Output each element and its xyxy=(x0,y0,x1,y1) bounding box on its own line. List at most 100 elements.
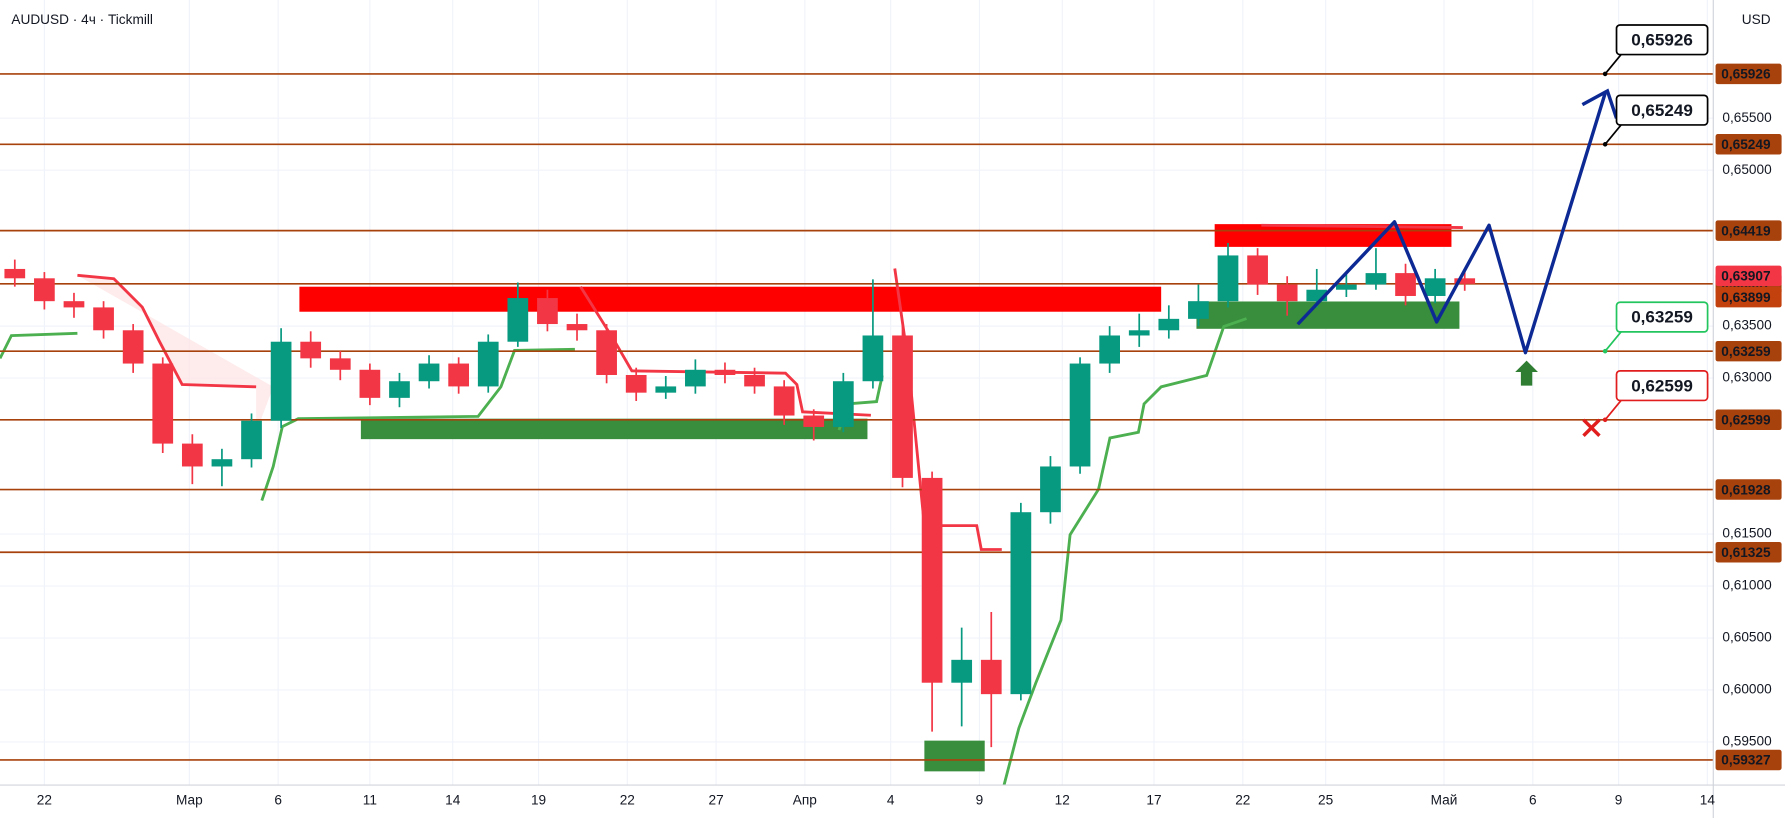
candle-body xyxy=(241,420,262,460)
candle-body xyxy=(1099,335,1120,364)
chart-title: AUDUSD · 4ч · Tickmill xyxy=(11,12,153,27)
y-tick-label: 0,65500 xyxy=(1722,110,1772,125)
y-tick-label: 0,60500 xyxy=(1722,630,1772,645)
level-tag-label: 0,64419 xyxy=(1721,223,1771,238)
candle-body xyxy=(1158,318,1180,331)
candle-body xyxy=(270,341,292,421)
candle-body xyxy=(122,330,144,364)
x-tick-label: 14 xyxy=(445,793,461,808)
callout-pointer xyxy=(1604,124,1622,145)
x-tick-label: 19 xyxy=(531,793,546,808)
callout-label: 0,62599 xyxy=(1631,376,1693,395)
x-tick-label: 4 xyxy=(887,793,895,808)
x-tick-label: 27 xyxy=(708,793,723,808)
candle-body xyxy=(1454,278,1476,284)
level-tag xyxy=(1715,220,1782,241)
candle-body xyxy=(773,386,795,416)
x-tick-label: 22 xyxy=(620,793,635,808)
stop-mark xyxy=(1582,418,1601,437)
candle-body xyxy=(1247,255,1268,285)
projection-path xyxy=(1296,92,1607,355)
level-tag-label: 0,62599 xyxy=(1721,413,1771,428)
x-tick-label: Мар xyxy=(176,793,203,808)
candle-body xyxy=(1128,330,1150,336)
price-tag-label: 0,63907 xyxy=(1721,269,1770,284)
callout-box xyxy=(1615,370,1709,402)
candle-body xyxy=(596,330,617,375)
level-tag xyxy=(1715,63,1782,85)
x-tick-label: 25 xyxy=(1318,793,1334,808)
callout-dot xyxy=(1602,348,1608,354)
x-tick-label: 22 xyxy=(1235,793,1250,808)
candle-body xyxy=(34,278,55,302)
candle-body xyxy=(1306,289,1328,302)
candle-body xyxy=(980,659,1002,695)
currency-label: USD xyxy=(1742,12,1771,27)
callout-box xyxy=(1615,94,1709,126)
candle-body xyxy=(1424,278,1446,296)
callout-box xyxy=(1615,301,1709,333)
candle-body xyxy=(1188,301,1209,319)
y-tick-label: 0,65000 xyxy=(1722,162,1772,177)
x-tick-label: 12 xyxy=(1055,793,1070,808)
down-trend-line xyxy=(1261,223,1463,229)
level-tag-label: 0,61928 xyxy=(1721,482,1771,497)
y-tick-label: 0,61000 xyxy=(1722,578,1772,593)
level-tag xyxy=(1715,479,1782,500)
trend-fill xyxy=(77,275,274,433)
candle-body xyxy=(566,324,588,331)
level-tag xyxy=(1715,134,1782,155)
candle-body xyxy=(1365,273,1387,285)
candle-body xyxy=(152,363,174,444)
callout-pointer xyxy=(1604,54,1622,75)
resistance-zone xyxy=(299,286,1162,312)
y-tick-label: 0,63000 xyxy=(1722,370,1772,385)
candle-body xyxy=(300,341,322,359)
candle-body xyxy=(1040,466,1061,513)
x-tick-label: Май xyxy=(1431,793,1458,808)
x-tick-label: 14 xyxy=(1700,793,1716,808)
up-trend-line xyxy=(260,347,575,502)
candle-body xyxy=(685,369,706,387)
y-tick-label: 0,63500 xyxy=(1722,318,1772,333)
x-tick-label: 22 xyxy=(37,793,52,808)
y-tick-label: 0,60000 xyxy=(1722,682,1772,697)
axes: 0,65500 0,65000 0,63500 0,63000 0,61500 0,610… xyxy=(37,63,1782,808)
callout-dot xyxy=(1602,71,1608,77)
callout-pointer xyxy=(1604,331,1622,352)
projection-arrowhead xyxy=(1581,88,1619,119)
candle-body xyxy=(862,335,884,382)
callout-pointer xyxy=(1604,399,1622,421)
x-tick-label: 11 xyxy=(363,793,377,808)
candle-body xyxy=(1336,284,1357,290)
level-tag-label: 0,61325 xyxy=(1721,545,1771,560)
support-zone xyxy=(1196,301,1460,329)
candle-body xyxy=(921,477,943,683)
candle-body xyxy=(744,374,765,387)
x-tick-label: 6 xyxy=(274,793,282,808)
y-tick-label: 0,61500 xyxy=(1722,526,1772,541)
candle-body xyxy=(1276,284,1298,302)
callout-dot xyxy=(1602,142,1608,147)
candle-body xyxy=(181,443,203,467)
candle-body xyxy=(892,335,913,478)
x-tick-label: 6 xyxy=(1529,793,1537,808)
candle-body xyxy=(1069,363,1091,467)
price-tag xyxy=(1715,265,1782,287)
candle-body xyxy=(803,415,825,427)
level-tag xyxy=(1715,749,1782,771)
candle-body xyxy=(714,369,736,375)
callout-dot xyxy=(1602,417,1608,423)
candle-body xyxy=(625,374,647,393)
candle-body xyxy=(1395,273,1416,296)
candle-body xyxy=(537,298,558,325)
level-tag-label: 0,63259 xyxy=(1721,344,1771,359)
y-tick-label: 0,59500 xyxy=(1722,734,1772,749)
time-axis-bg xyxy=(0,785,1785,818)
candle-body xyxy=(507,298,529,342)
level-tag-label: 0,65249 xyxy=(1721,137,1771,152)
candle-body xyxy=(655,386,677,393)
candle-body xyxy=(1217,255,1239,302)
